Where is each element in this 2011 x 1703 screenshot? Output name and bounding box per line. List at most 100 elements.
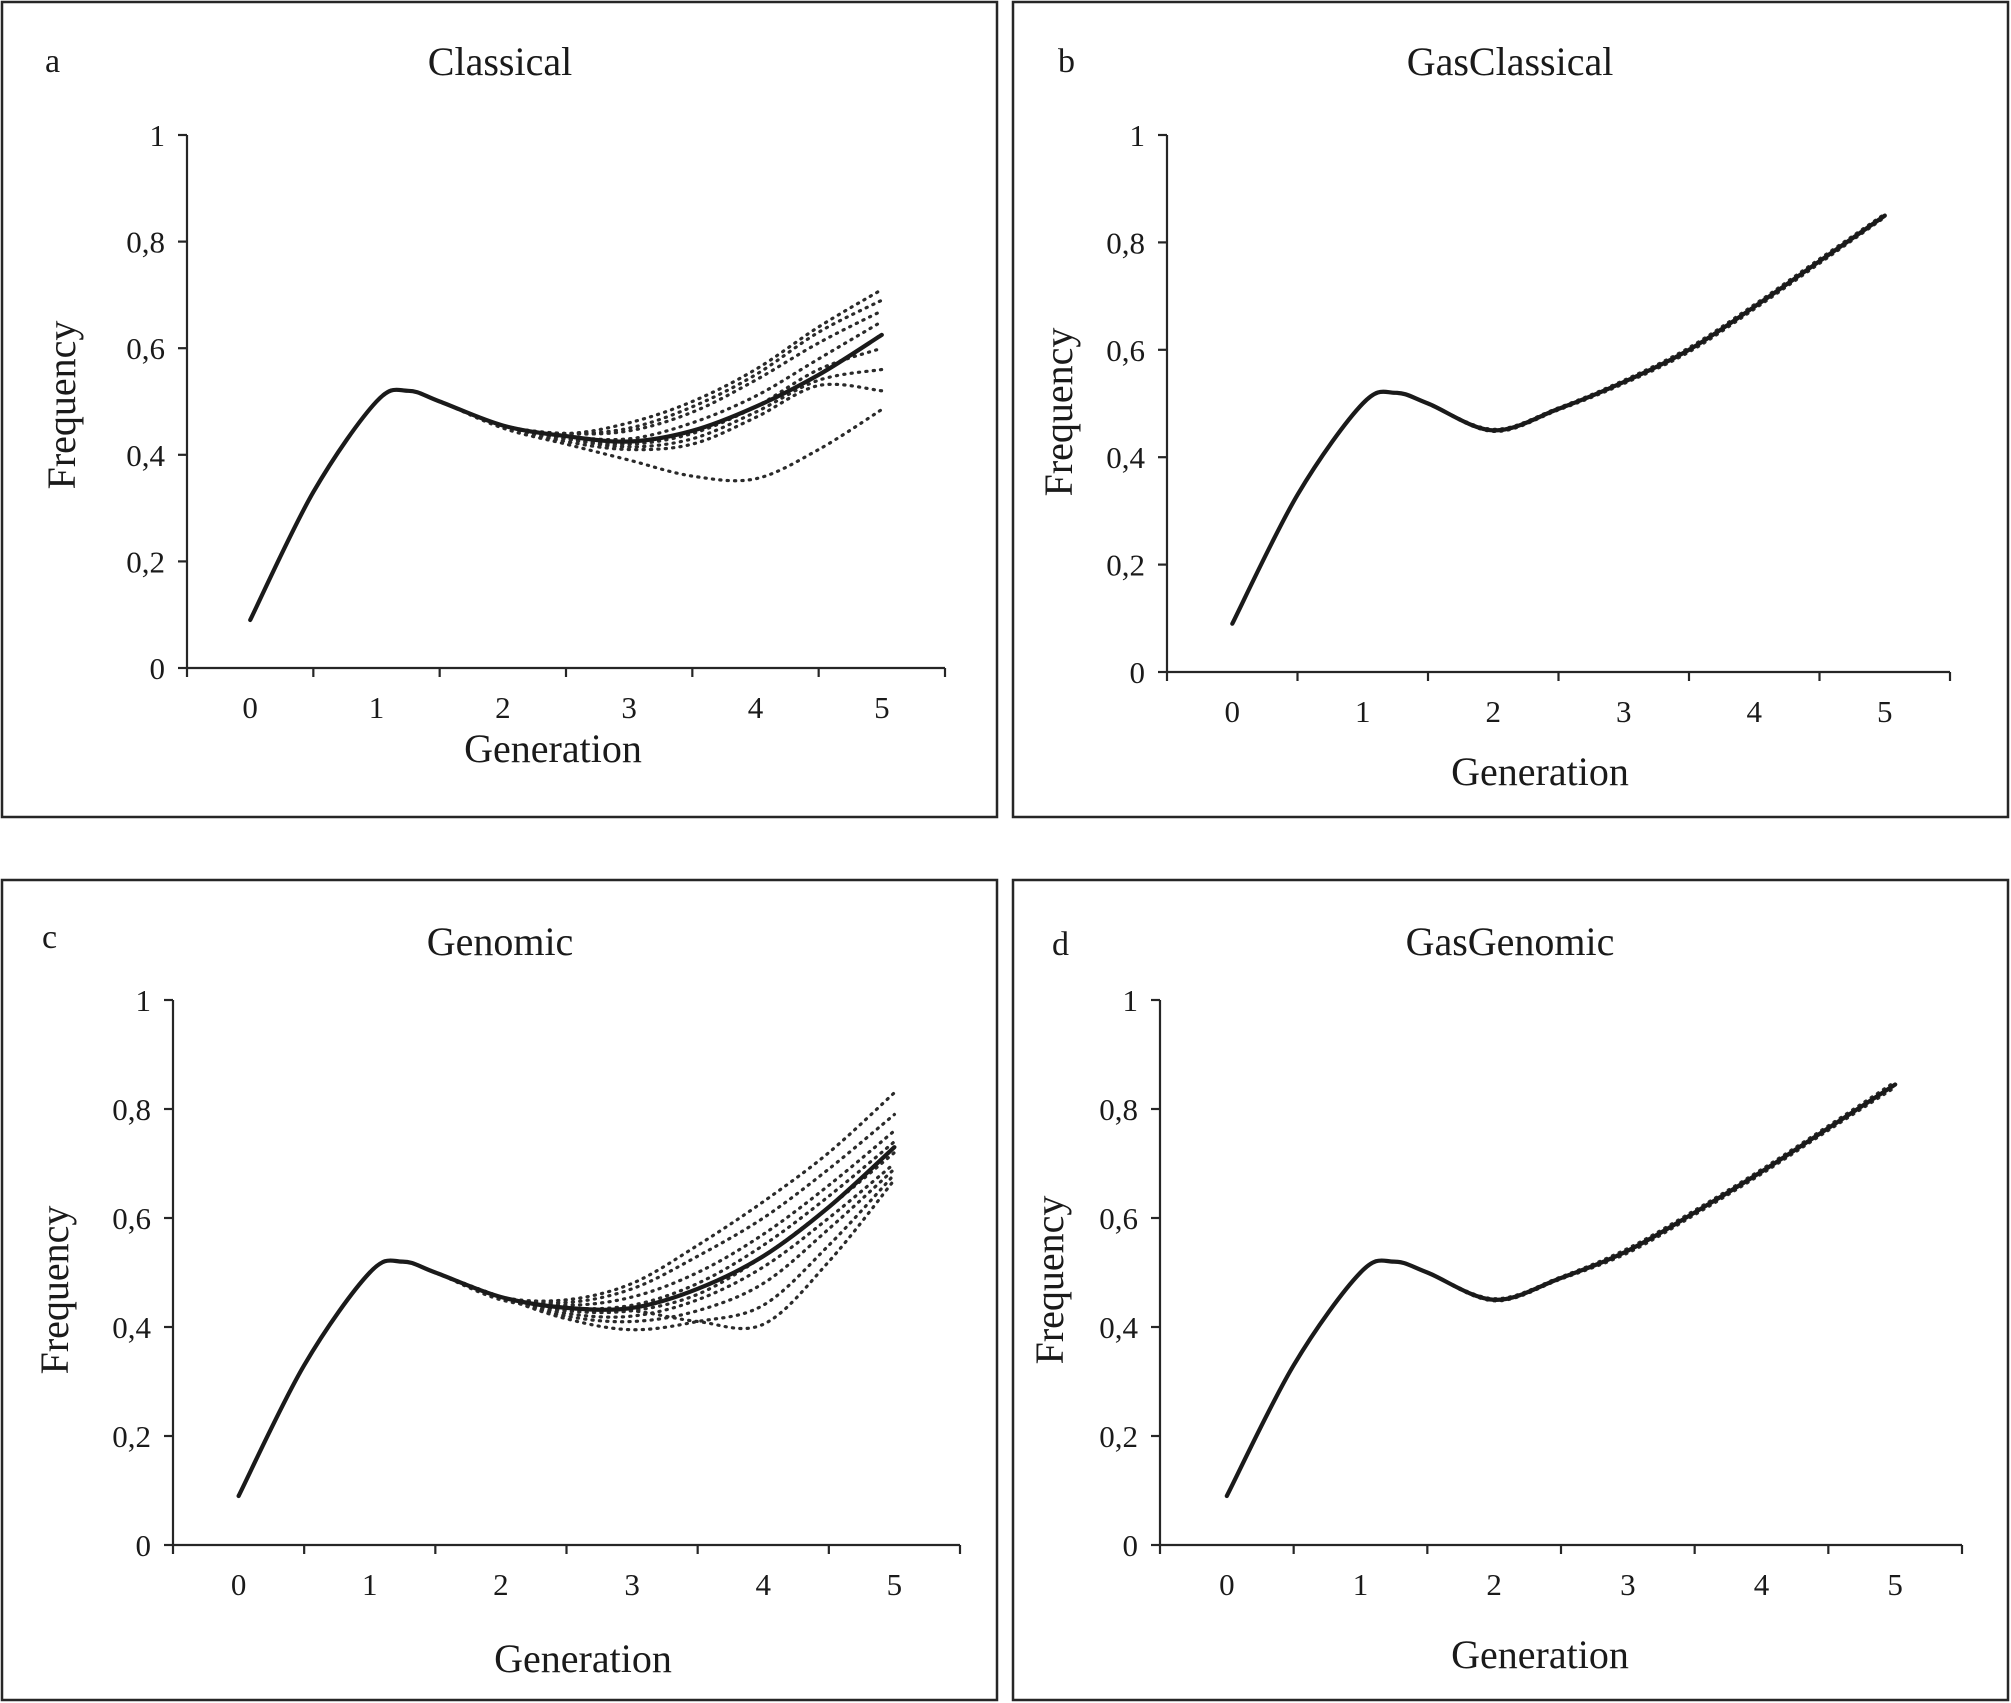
panel-c-y-tick-label: 0 xyxy=(136,1528,152,1563)
panel-b-plot xyxy=(1230,212,1887,626)
panel-a-replicate-line-8 xyxy=(248,388,884,622)
panel-d: d GasGenomic Frequency Generation 0 0,2 0,… xyxy=(1011,878,2010,1702)
panel-c-x-axis-label: Generation xyxy=(494,1636,672,1681)
panel-d-y-tick-label: 0,4 xyxy=(1099,1310,1138,1345)
panel-a-x-tick-label: 5 xyxy=(874,690,890,725)
panel-c-replicate-line-9 xyxy=(237,1178,896,1498)
panel-b-y-tick-label: 0 xyxy=(1130,655,1146,690)
panel-c-x-tick-label: 1 xyxy=(362,1567,378,1602)
panel-d-x-tick-label: 2 xyxy=(1486,1567,1502,1602)
panel-b-y-tick-label: 0,8 xyxy=(1106,225,1145,260)
panel-a-plot xyxy=(248,288,884,623)
panel-b-y-tick-label: 1 xyxy=(1130,118,1146,153)
panel-d-x-tick-label: 3 xyxy=(1620,1567,1636,1602)
panel-b-y-tick-label: 0,4 xyxy=(1106,440,1145,475)
panel-b: b GasClassical Frequency Generation 0 0,2… xyxy=(1011,0,2010,819)
panel-d-x-axis-label: Generation xyxy=(1451,1632,1629,1677)
panel-a-mean-line xyxy=(248,332,884,623)
panel-b-y-tick-label: 0,6 xyxy=(1106,333,1145,368)
panel-d-y-axis-label: Frequency xyxy=(1027,1196,1072,1365)
panel-b-mean-line xyxy=(1230,213,1887,626)
panel-a-y-tick-label: 0,4 xyxy=(126,438,165,473)
panel-a-replicate-line-1 xyxy=(248,288,884,622)
panel-c-axes: 0 0,2 0,4 0,6 0,8 1 0 1 2 3 4 5 xyxy=(112,983,962,1602)
panel-c-replicate-line-7 xyxy=(237,1167,896,1498)
panel-d-letter: d xyxy=(1052,926,1069,963)
panel-b-x-axis-label: Generation xyxy=(1451,749,1629,794)
panel-b-axes: 0 0,2 0,4 0,6 0,8 1 0 1 2 3 4 5 xyxy=(1106,118,1952,729)
panel-c-y-tick-label: 0,4 xyxy=(112,1310,151,1345)
panel-b-x-tick-label: 1 xyxy=(1355,694,1371,729)
panel-a-x-tick-label: 3 xyxy=(621,690,637,725)
panel-a-x-tick-label: 0 xyxy=(242,690,258,725)
panel-b-x-tick-label: 5 xyxy=(1877,694,1893,729)
panel-c-letter: c xyxy=(42,919,57,956)
panel-c-x-tick-label: 3 xyxy=(624,1567,640,1602)
panel-c-y-tick-label: 0,6 xyxy=(112,1201,151,1236)
panel-a-frame xyxy=(0,0,999,819)
panel-c-replicate-line-5 xyxy=(237,1151,896,1498)
panel-a-y-tick-label: 1 xyxy=(150,118,166,153)
panel-d-title: GasGenomic xyxy=(1406,919,1615,964)
panel-d-plot xyxy=(1224,1080,1898,1499)
panel-a-x-axis-label: Generation xyxy=(464,726,642,771)
panel-a-x-tick-label: 2 xyxy=(495,690,511,725)
panel-d-x-tick-label: 0 xyxy=(1219,1567,1235,1602)
panel-a: a Classical Frequency Generation 0 0,2 0,4… xyxy=(0,0,999,819)
panel-c-x-tick-label: 0 xyxy=(231,1567,247,1602)
panel-a-letter: a xyxy=(45,43,60,80)
panel-a-title: Classical xyxy=(428,39,572,84)
panel-a-replicate-line-7 xyxy=(248,382,884,622)
panel-a-axes: 0 0,2 0,4 0,6 0,8 1 0 1 2 3 4 5 xyxy=(126,118,947,725)
panel-c-mean-line xyxy=(236,1145,897,1499)
panel-d-x-tick-label: 4 xyxy=(1754,1567,1770,1602)
panel-c-plot xyxy=(236,1091,897,1499)
panel-a-x-tick-label: 1 xyxy=(369,690,385,725)
panel-d-y-tick-label: 0,6 xyxy=(1099,1201,1138,1236)
panel-b-x-tick-label: 2 xyxy=(1486,694,1502,729)
panel-a-y-tick-label: 0 xyxy=(150,651,166,686)
panel-a-replicate-line-4 xyxy=(248,320,884,622)
panel-a-y-axis-label: Frequency xyxy=(39,321,84,490)
panel-a-replicate-line-3 xyxy=(248,309,884,622)
panel-c-y-tick-label: 0,2 xyxy=(112,1419,151,1454)
panel-b-replicate-line-1 xyxy=(1230,212,1887,626)
panel-b-letter: b xyxy=(1058,43,1075,80)
panel-d-y-tick-label: 0,2 xyxy=(1099,1419,1138,1454)
panel-a-x-tick-label: 4 xyxy=(748,690,764,725)
panel-c-replicate-line-1 xyxy=(237,1091,896,1498)
panel-c-x-tick-label: 4 xyxy=(756,1567,772,1602)
panel-a-y-tick-label: 0,6 xyxy=(126,331,165,366)
panel-a-replicate-line-6 xyxy=(248,367,884,622)
panel-d-x-tick-label: 5 xyxy=(1887,1567,1903,1602)
panel-b-replicate-line-2 xyxy=(1230,215,1887,626)
panel-a-y-tick-label: 0,8 xyxy=(126,225,165,260)
panel-d-y-tick-label: 0 xyxy=(1123,1528,1139,1563)
panel-b-frame xyxy=(1011,0,2010,819)
panel-c-x-tick-label: 5 xyxy=(887,1567,903,1602)
panel-d-y-tick-label: 0,8 xyxy=(1099,1092,1138,1127)
panel-d-y-tick-label: 1 xyxy=(1123,983,1139,1018)
panel-b-x-tick-label: 3 xyxy=(1616,694,1632,729)
panel-b-y-tick-label: 0,2 xyxy=(1106,548,1145,583)
panel-d-axes: 0 0,2 0,4 0,6 0,8 1 0 1 2 3 4 5 xyxy=(1099,983,1964,1602)
panel-c-title: Genomic xyxy=(427,919,574,964)
panel-d-mean-line xyxy=(1224,1082,1898,1499)
panel-b-title: GasClassical xyxy=(1407,39,1614,84)
panel-c: c Genomic Frequency Generation 0 0,2 0,4 0,… xyxy=(0,878,999,1702)
panel-c-frame xyxy=(0,878,999,1702)
panel-c-y-axis-label: Frequency xyxy=(32,1206,77,1375)
panel-c-replicate-line-6 xyxy=(237,1161,896,1498)
panel-d-frame xyxy=(1011,878,2010,1702)
panel-b-x-tick-label: 4 xyxy=(1747,694,1763,729)
panel-d-x-tick-label: 1 xyxy=(1353,1567,1369,1602)
panel-a-replicate-line-2 xyxy=(248,298,884,622)
panel-b-y-axis-label: Frequency xyxy=(1036,328,1081,497)
panel-c-x-tick-label: 2 xyxy=(493,1567,509,1602)
panel-b-x-tick-label: 0 xyxy=(1225,694,1241,729)
panel-d-replicate-line-1 xyxy=(1225,1080,1897,1498)
panel-a-y-tick-label: 0,2 xyxy=(126,544,165,579)
panel-c-y-tick-label: 0,8 xyxy=(112,1092,151,1127)
panel-c-y-tick-label: 1 xyxy=(136,983,152,1018)
